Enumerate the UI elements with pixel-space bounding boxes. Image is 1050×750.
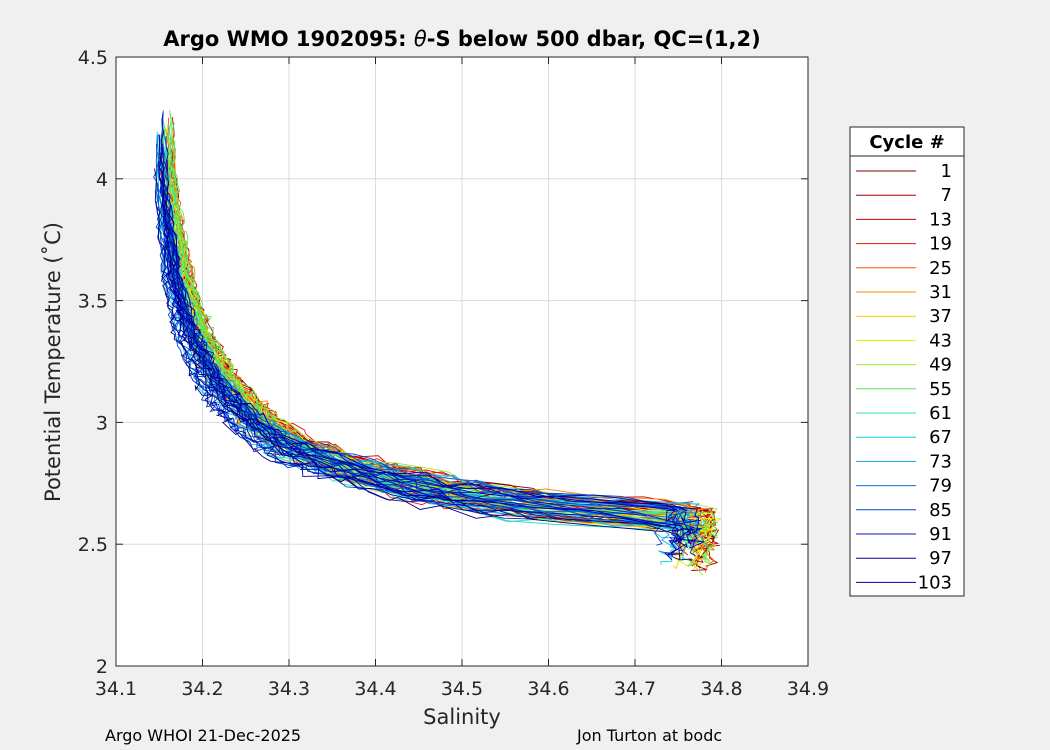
x-axis-label: Salinity	[423, 705, 501, 729]
series-group	[152, 110, 722, 576]
y-tick-label: 3.5	[78, 291, 108, 313]
x-tick-label: 34.4	[354, 678, 396, 700]
x-tick-label: 34.6	[527, 678, 569, 700]
y-tick-label: 4.5	[78, 47, 108, 69]
footer-right: Jon Turton at bodc	[576, 726, 722, 745]
axis-ticks: 34.1 34.2 34.3 34.4 34.5 34.6 34.7 34.8 34.922.5…	[78, 47, 829, 700]
profile-line	[158, 133, 682, 549]
profile-line	[158, 147, 685, 544]
legend: Cycle # 1 7 13 19 25 31 37 43 49 55 61 67 73 79 85 91 97…	[849, 126, 965, 597]
legend-label: 43	[929, 330, 952, 351]
x-tick-label: 34.9	[787, 678, 829, 700]
legend-box	[849, 126, 965, 597]
x-tick-label: 34.2	[181, 678, 223, 700]
chart-title: Argo WMO 1902095: θ-S below 500 dbar, QC…	[163, 27, 760, 51]
legend-label: 61	[929, 403, 952, 424]
y-tick-label: 3	[96, 412, 108, 434]
legend-label: 91	[929, 524, 952, 545]
footer-left: Argo WHOI 21-Dec-2025	[105, 726, 301, 745]
profile-line	[163, 237, 494, 517]
x-tick-label: 34.7	[614, 678, 656, 700]
x-tick-label: 34.1	[95, 678, 137, 700]
x-tick-label: 34.3	[268, 678, 310, 700]
legend-label: 25	[929, 258, 952, 279]
legend-label: 37	[929, 306, 952, 327]
y-tick-label: 4	[96, 169, 108, 191]
profile-line	[169, 204, 706, 549]
legend-label: 7	[941, 185, 952, 206]
legend-label: 31	[929, 282, 952, 303]
y-axis-label: Potential Temperature (˚C)	[41, 222, 65, 502]
profile-line	[156, 206, 538, 520]
legend-label: 73	[929, 451, 952, 472]
profile-line	[164, 196, 592, 523]
profile-line	[160, 178, 678, 523]
legend-label: 55	[929, 379, 952, 400]
profile-line	[165, 136, 701, 527]
x-tick-label: 34.5	[441, 678, 483, 700]
legend-title: Cycle #	[869, 132, 944, 153]
legend-label: 79	[929, 476, 952, 497]
legend-label: 1	[941, 161, 952, 182]
legend-label: 103	[918, 572, 952, 593]
legend-label: 49	[929, 355, 952, 376]
legend-label: 67	[929, 427, 952, 448]
y-tick-label: 2	[96, 656, 108, 678]
x-tick-label: 34.8	[700, 678, 742, 700]
legend-label: 13	[929, 209, 952, 230]
legend-label: 19	[929, 234, 952, 255]
profile-line	[152, 143, 663, 546]
y-tick-label: 2.5	[78, 534, 108, 556]
legend-label: 85	[929, 500, 952, 521]
profile-line	[159, 112, 693, 561]
legend-label: 97	[929, 548, 952, 569]
profile-line	[162, 212, 683, 561]
